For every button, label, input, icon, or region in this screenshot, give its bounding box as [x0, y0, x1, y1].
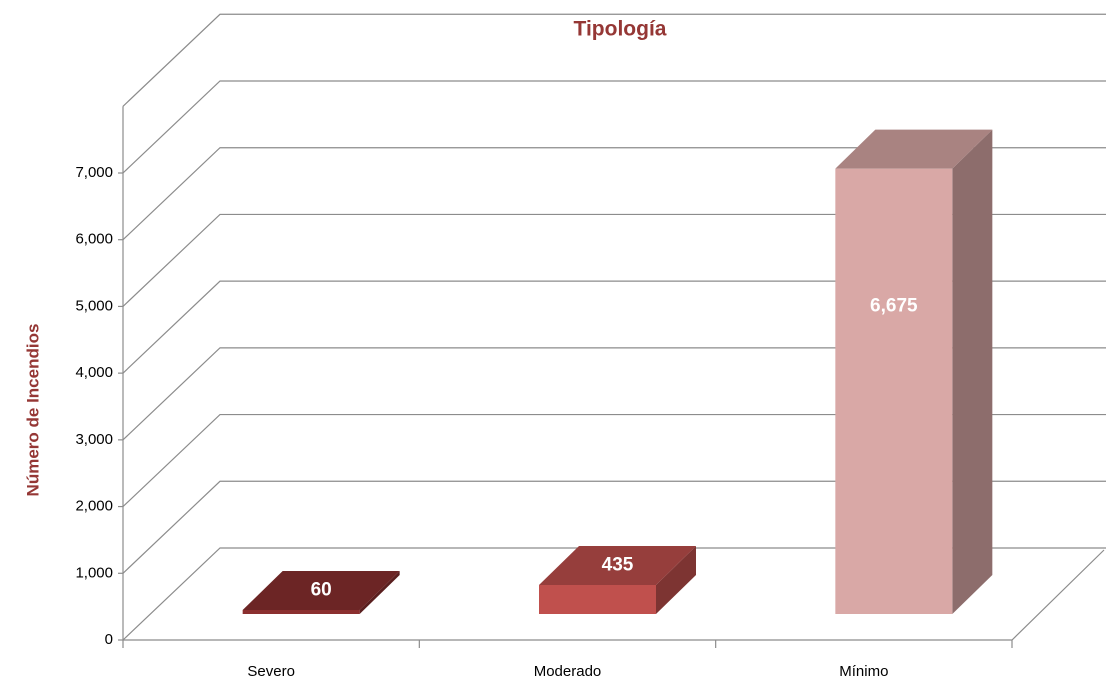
bar-side	[656, 545, 696, 614]
bar-side	[952, 129, 993, 615]
grid-line	[122, 547, 1106, 641]
grid-line	[122, 413, 1106, 508]
chart-title: Tipología	[574, 18, 667, 41]
grid-line	[122, 147, 1106, 241]
y-tick-label: 4,000	[75, 364, 113, 381]
y-tick-label: 2,000	[75, 498, 113, 515]
grid-line	[122, 280, 1106, 374]
value-label: 6,675	[870, 296, 918, 317]
bar-top	[539, 545, 696, 585]
y-axis-label: Número de Incendios	[23, 324, 42, 497]
y-tick-label: 3,000	[75, 431, 113, 448]
bar	[835, 168, 953, 615]
y-tick-label: 7,000	[75, 164, 113, 181]
y-tick-label: 0	[105, 631, 113, 648]
bar	[539, 584, 656, 614]
y-tick-label: 1,000	[75, 564, 113, 581]
grid-line	[122, 80, 1106, 174]
bar-side	[359, 570, 400, 614]
x-tick-label: Mínimo	[839, 663, 888, 680]
x-tick-label: Severo	[247, 663, 295, 680]
grid-line	[122, 213, 1106, 307]
bar-top	[835, 129, 993, 169]
value-label: 60	[311, 580, 332, 601]
y-tick-label: 5,000	[75, 297, 113, 314]
value-label: 435	[602, 554, 634, 575]
bar	[242, 609, 360, 614]
x-tick-label: Moderado	[534, 663, 602, 680]
grid-line	[122, 480, 1106, 574]
y-tick-label: 6,000	[75, 231, 113, 248]
back-wall-top	[122, 13, 1106, 107]
bar-top	[242, 570, 400, 610]
grid-line	[122, 347, 1106, 441]
